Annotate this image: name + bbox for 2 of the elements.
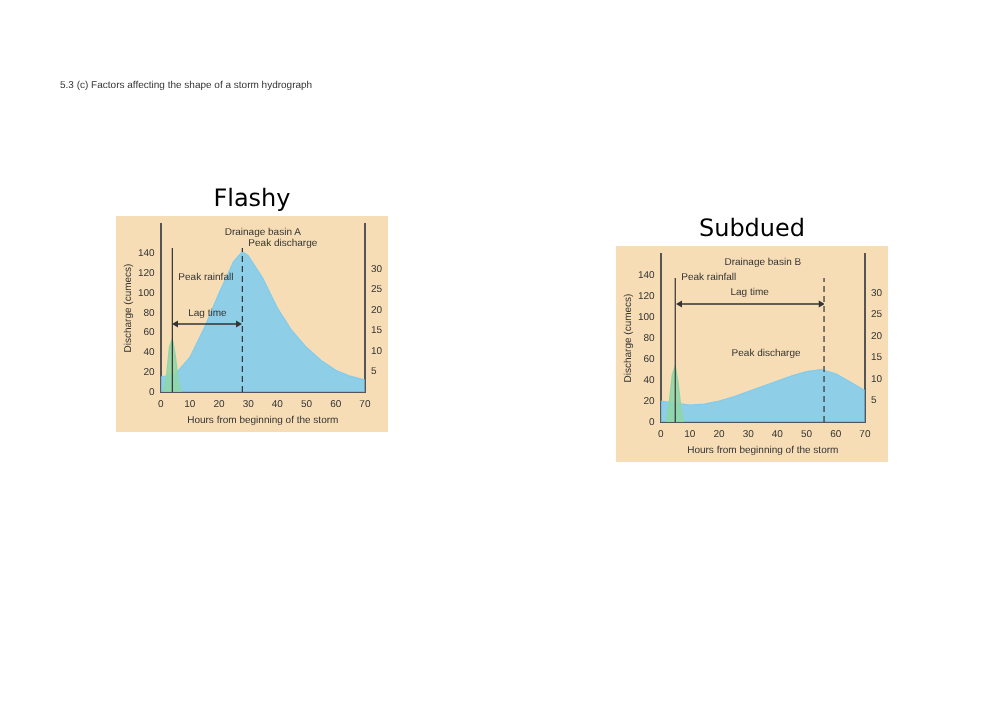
chart-title: Subdued xyxy=(696,214,808,246)
chart-title: Flashy xyxy=(211,184,293,216)
